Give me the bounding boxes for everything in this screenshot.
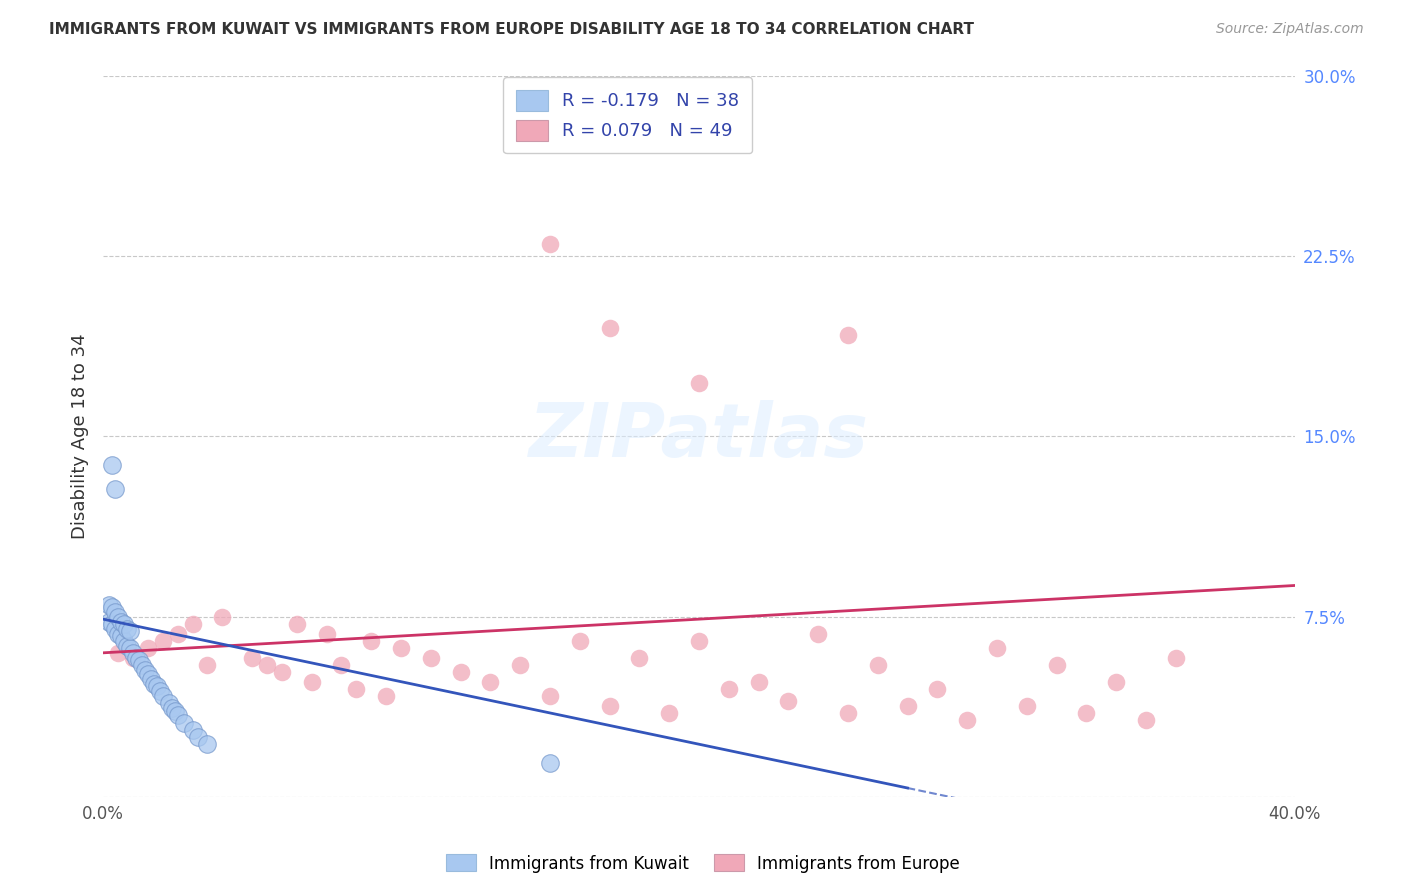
Point	[134, 663, 156, 677]
Point	[330, 657, 353, 672]
Point	[599, 698, 621, 713]
Point	[187, 730, 209, 744]
Point	[688, 376, 710, 391]
Point	[807, 626, 830, 640]
Point	[125, 650, 148, 665]
Point	[98, 598, 121, 612]
Point	[149, 684, 172, 698]
Point	[778, 694, 800, 708]
Point	[173, 715, 195, 730]
Text: ZIPatlas: ZIPatlas	[529, 400, 869, 473]
Point	[837, 706, 859, 720]
Point	[101, 600, 124, 615]
Point	[118, 640, 141, 655]
Point	[1015, 698, 1038, 713]
Point	[122, 650, 145, 665]
Point	[166, 626, 188, 640]
Point	[896, 698, 918, 713]
Text: Source: ZipAtlas.com: Source: ZipAtlas.com	[1216, 22, 1364, 37]
Point	[1164, 650, 1187, 665]
Point	[118, 624, 141, 639]
Point	[98, 615, 121, 629]
Point	[110, 615, 132, 629]
Text: IMMIGRANTS FROM KUWAIT VS IMMIGRANTS FROM EUROPE DISABILITY AGE 18 TO 34 CORRELA: IMMIGRANTS FROM KUWAIT VS IMMIGRANTS FRO…	[49, 22, 974, 37]
Point	[927, 681, 949, 696]
Point	[112, 633, 135, 648]
Point	[128, 653, 150, 667]
Point	[375, 689, 398, 703]
Point	[101, 617, 124, 632]
Point	[270, 665, 292, 679]
Point	[107, 626, 129, 640]
Point	[628, 650, 651, 665]
Point	[1045, 657, 1067, 672]
Point	[115, 639, 138, 653]
Point	[197, 737, 219, 751]
Point	[837, 328, 859, 343]
Point	[1076, 706, 1098, 720]
Point	[538, 236, 561, 251]
Legend: R = -0.179   N = 38, R = 0.079   N = 49: R = -0.179 N = 38, R = 0.079 N = 49	[503, 78, 752, 153]
Point	[986, 640, 1008, 655]
Point	[479, 674, 502, 689]
Point	[152, 689, 174, 703]
Point	[509, 657, 531, 672]
Point	[112, 617, 135, 632]
Point	[142, 677, 165, 691]
Point	[152, 633, 174, 648]
Point	[136, 667, 159, 681]
Point	[139, 673, 162, 687]
Point	[1135, 713, 1157, 727]
Point	[107, 609, 129, 624]
Point	[197, 657, 219, 672]
Point	[285, 617, 308, 632]
Point	[166, 708, 188, 723]
Point	[450, 665, 472, 679]
Point	[145, 680, 167, 694]
Point	[211, 609, 233, 624]
Point	[360, 633, 382, 648]
Point	[956, 713, 979, 727]
Point	[110, 629, 132, 643]
Point	[256, 657, 278, 672]
Point	[688, 633, 710, 648]
Point	[131, 657, 153, 672]
Point	[122, 646, 145, 660]
Point	[717, 681, 740, 696]
Point	[866, 657, 889, 672]
Point	[157, 696, 180, 710]
Point	[344, 681, 367, 696]
Point	[538, 689, 561, 703]
Point	[104, 622, 127, 636]
Point	[315, 626, 337, 640]
Point	[748, 674, 770, 689]
Point	[104, 482, 127, 496]
Point	[1105, 674, 1128, 689]
Point	[419, 650, 441, 665]
Point	[160, 701, 183, 715]
Point	[658, 706, 681, 720]
Point	[240, 650, 263, 665]
Point	[599, 321, 621, 335]
Point	[101, 458, 124, 473]
Point	[136, 640, 159, 655]
Point	[301, 674, 323, 689]
Point	[107, 646, 129, 660]
Point	[181, 723, 204, 737]
Point	[389, 640, 412, 655]
Point	[115, 622, 138, 636]
Point	[181, 617, 204, 632]
Legend: Immigrants from Kuwait, Immigrants from Europe: Immigrants from Kuwait, Immigrants from …	[439, 847, 967, 880]
Point	[163, 704, 186, 718]
Y-axis label: Disability Age 18 to 34: Disability Age 18 to 34	[72, 334, 89, 539]
Point	[538, 756, 561, 771]
Point	[104, 605, 127, 619]
Point	[568, 633, 591, 648]
